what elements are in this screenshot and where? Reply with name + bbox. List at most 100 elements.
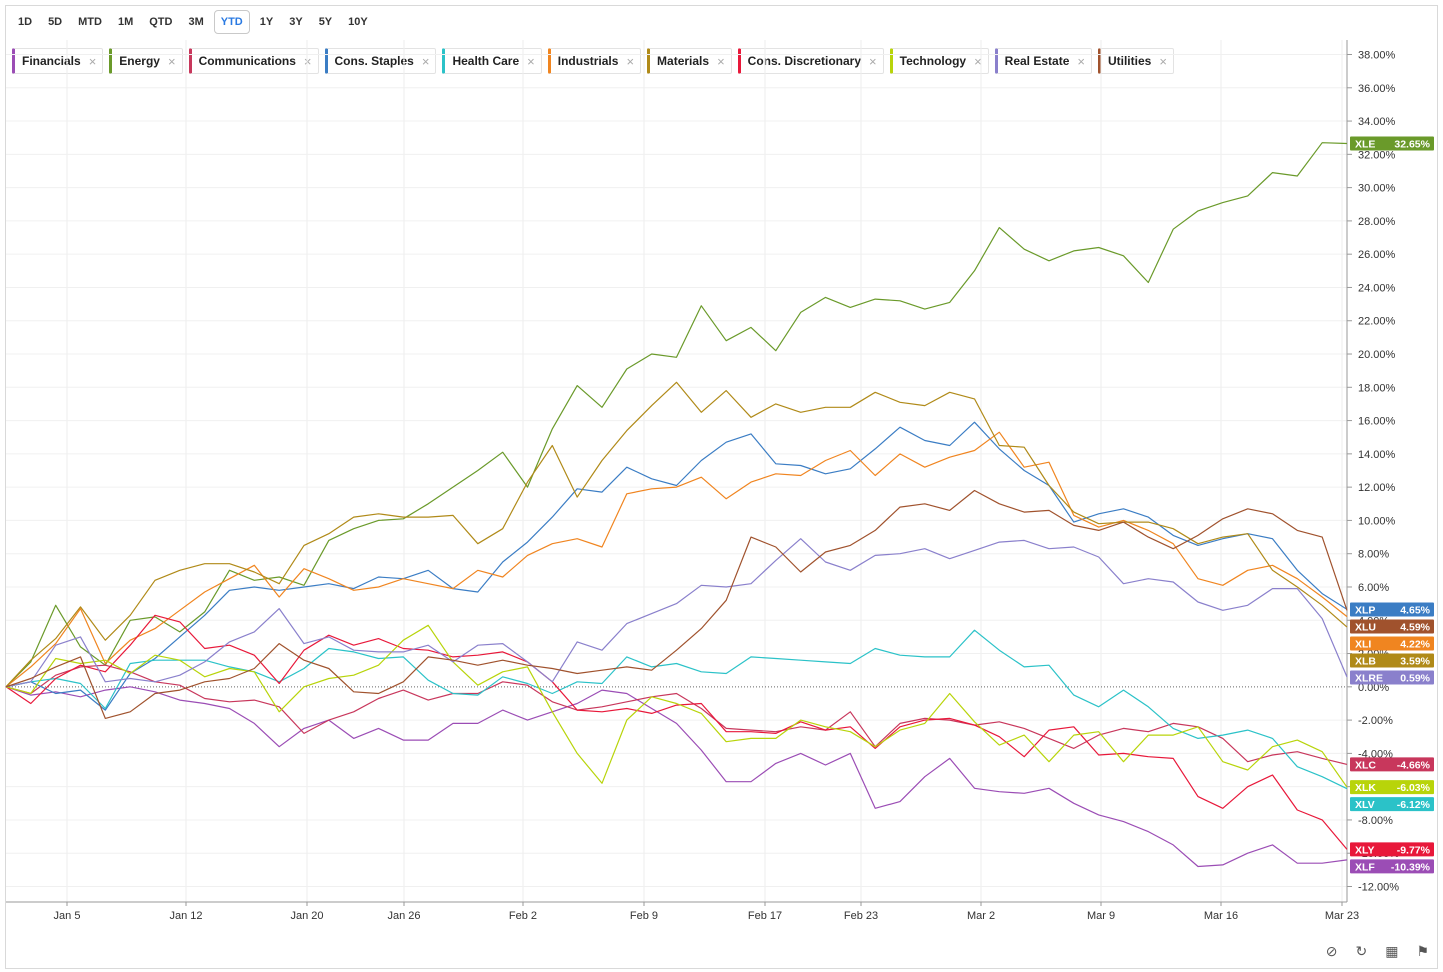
legend-label: Cons. Staples [334,54,414,68]
hide-icon[interactable]: ⊘ [1325,943,1338,959]
period-1d[interactable]: 1D [18,16,33,28]
period-5d[interactable]: 5D [48,16,63,28]
end-label-value: 4.65% [1400,604,1430,616]
end-label-box [1350,670,1434,685]
y-tick-label: 18.00% [1358,382,1396,394]
legend-chip-xlp[interactable]: Cons. Staples × [324,48,437,74]
series-line-xlk[interactable] [5,624,1348,788]
period-5y[interactable]: 5Y [318,16,333,28]
legend-chip-xli[interactable]: Industrials × [547,48,642,74]
legend-chip-xly[interactable]: Cons. Discretionary × [737,48,884,74]
period-3m[interactable]: 3M [188,16,204,28]
end-label-ticker: XLY [1355,844,1374,856]
x-tick-label: Jan 26 [387,910,420,922]
legend-label: Real Estate [1004,54,1070,68]
close-icon[interactable]: × [717,53,725,69]
legend-label: Cons. Discretionary [747,54,862,68]
close-icon[interactable]: × [303,53,312,69]
end-label-xlu: XLU 4.59% [1350,619,1434,634]
series-line-xlf[interactable] [5,686,1348,868]
close-icon[interactable]: × [88,53,97,69]
end-label-value: -6.12% [1397,799,1431,811]
y-tick-label: 24.00% [1358,282,1396,294]
x-tick-label: Feb 2 [509,910,537,922]
end-label-ticker: XLK [1355,782,1376,794]
series-line-xlc[interactable] [5,664,1348,765]
series-line-xlv[interactable] [5,629,1348,790]
legend-label: Energy [119,54,160,68]
end-label-ticker: XLRE [1355,672,1383,684]
period-selector: 1D 5D MTD 1M QTD 3M YTD 1Y 3Y 5Y 10Y [12,10,374,34]
end-label-ticker: XLP [1355,604,1375,616]
reset-icon[interactable]: ↻ [1355,943,1368,959]
end-label-box [1350,136,1434,151]
series-line-xly[interactable] [5,614,1348,850]
legend-chip-xlre[interactable]: Real Estate × [994,48,1092,74]
legend-chip-xlb[interactable]: Materials × [647,48,732,74]
close-icon[interactable]: × [869,53,877,69]
y-tick-label: 28.00% [1358,216,1396,228]
y-tick-label: 36.00% [1358,83,1396,95]
end-label-ticker: XLU [1355,621,1376,633]
series-line-xle[interactable] [5,142,1348,688]
chart-tools: ⊘ ↻ ▦ ⚑ [1326,943,1429,960]
y-tick-label: 20.00% [1358,349,1396,361]
close-icon[interactable]: × [626,53,635,69]
end-label-ticker: XLF [1355,861,1375,873]
period-qtd[interactable]: QTD [149,16,173,28]
end-label-xlre: XLRE 0.59% [1350,670,1434,685]
period-mtd[interactable]: MTD [78,16,102,28]
series-line-xlre[interactable] [5,538,1348,688]
end-label-xly: XLY -9.77% [1350,842,1434,857]
x-tick-label: Mar 9 [1087,910,1115,922]
end-label-xlb: XLB 3.59% [1350,653,1434,668]
series-line-xlb[interactable] [5,381,1348,688]
x-tick-label: Jan 5 [54,910,81,922]
close-icon[interactable]: × [974,53,982,69]
end-label-box [1350,757,1434,772]
legend-chip-xlk[interactable]: Technology × [889,48,989,74]
legend-chip-xlc[interactable]: Communications × [188,48,319,74]
series-line-xlu[interactable] [5,489,1348,720]
end-label-xle: XLE 32.65% [1350,136,1434,151]
legend-chip-xle[interactable]: Energy × [109,48,183,74]
close-icon[interactable]: × [421,53,430,69]
end-label-value: 4.59% [1400,621,1430,633]
end-label-xlk: XLK -6.03% [1350,780,1434,795]
close-icon[interactable]: × [1077,53,1085,69]
end-label-box [1350,842,1434,857]
y-tick-label: 12.00% [1358,482,1396,494]
period-3y[interactable]: 3Y [289,16,303,28]
x-tick-label: Jan 12 [169,910,202,922]
legend-label: Health Care [452,54,520,68]
close-icon[interactable]: × [167,53,176,69]
end-label-ticker: XLV [1355,799,1375,811]
x-tick-label: Mar 16 [1204,910,1238,922]
period-10y[interactable]: 10Y [348,16,368,28]
tag-icon[interactable]: ⚑ [1416,943,1429,959]
y-tick-label: 16.00% [1358,416,1396,428]
end-label-ticker: XLC [1355,759,1376,771]
series-line-xli[interactable] [5,431,1348,688]
period-1m[interactable]: 1M [117,16,134,28]
legend-chip-xlv[interactable]: Health Care × [442,48,542,74]
legend-chip-xlf[interactable]: Financials × [12,48,104,74]
legend-label: Communications [198,54,296,68]
y-tick-label: -2.00% [1358,715,1393,727]
end-label-ticker: XLB [1355,655,1376,667]
period-1y[interactable]: 1Y [259,16,274,28]
close-icon[interactable]: × [527,53,535,69]
end-label-value: -4.66% [1397,759,1431,771]
end-label-value: 4.22% [1400,638,1430,650]
end-label-value: 0.59% [1400,672,1430,684]
period-ytd[interactable]: YTD [213,10,250,34]
legend-chip-xlu[interactable]: Utilities × [1097,48,1174,74]
close-icon[interactable]: × [1159,53,1167,69]
grid-icon[interactable]: ▦ [1385,943,1399,959]
end-label-xlf: XLF -10.39% [1350,859,1434,874]
end-label-value: -10.39% [1391,861,1431,873]
legend-label: Industrials [557,54,619,68]
end-label-ticker: XLI [1355,638,1371,650]
x-tick-label: Feb 17 [748,910,782,922]
series-line-xlp[interactable] [5,421,1348,711]
